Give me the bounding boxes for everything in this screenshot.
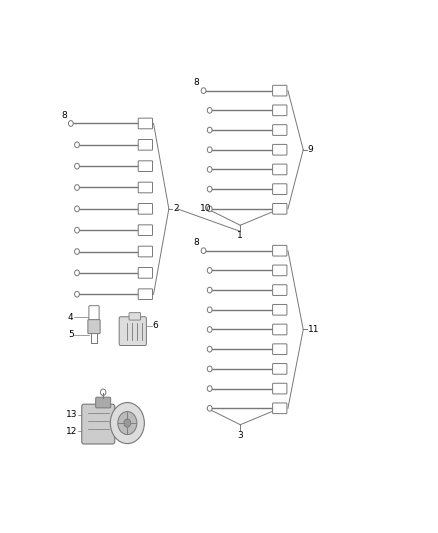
Circle shape	[207, 287, 212, 293]
Circle shape	[74, 249, 79, 254]
Text: 9: 9	[307, 145, 313, 154]
FancyBboxPatch shape	[138, 225, 152, 236]
FancyBboxPatch shape	[138, 268, 152, 278]
FancyBboxPatch shape	[88, 320, 100, 334]
FancyBboxPatch shape	[272, 144, 286, 155]
Circle shape	[207, 108, 212, 113]
FancyBboxPatch shape	[95, 397, 110, 408]
Circle shape	[207, 206, 212, 212]
FancyBboxPatch shape	[272, 164, 286, 175]
FancyBboxPatch shape	[272, 364, 286, 374]
Circle shape	[207, 166, 212, 172]
FancyBboxPatch shape	[138, 182, 152, 193]
Circle shape	[74, 270, 79, 276]
Text: 10: 10	[199, 204, 211, 213]
FancyBboxPatch shape	[272, 85, 286, 96]
FancyBboxPatch shape	[272, 105, 286, 116]
Circle shape	[207, 386, 212, 391]
Text: 8: 8	[61, 111, 67, 120]
FancyBboxPatch shape	[138, 118, 152, 129]
Circle shape	[207, 127, 212, 133]
Circle shape	[100, 389, 106, 395]
FancyBboxPatch shape	[272, 184, 286, 195]
Circle shape	[74, 206, 79, 212]
Circle shape	[207, 366, 212, 372]
Text: 8: 8	[193, 78, 199, 87]
Text: 6: 6	[152, 321, 158, 330]
Circle shape	[74, 163, 79, 169]
Circle shape	[68, 120, 73, 126]
FancyBboxPatch shape	[119, 317, 146, 345]
Text: 3: 3	[237, 431, 243, 440]
FancyBboxPatch shape	[138, 161, 152, 172]
Text: 4: 4	[68, 313, 74, 322]
Text: 11: 11	[307, 325, 318, 334]
Circle shape	[207, 186, 212, 192]
FancyBboxPatch shape	[272, 344, 286, 354]
FancyBboxPatch shape	[272, 403, 286, 414]
FancyBboxPatch shape	[138, 246, 152, 257]
Text: 12: 12	[65, 427, 77, 436]
Circle shape	[201, 248, 205, 254]
Circle shape	[207, 327, 212, 333]
Circle shape	[74, 227, 79, 233]
FancyBboxPatch shape	[272, 383, 286, 394]
Text: 13: 13	[65, 410, 77, 419]
Text: 2: 2	[173, 204, 179, 213]
Circle shape	[207, 268, 212, 273]
FancyBboxPatch shape	[88, 306, 99, 328]
FancyBboxPatch shape	[272, 304, 286, 315]
Circle shape	[124, 419, 131, 427]
Circle shape	[74, 292, 79, 297]
FancyBboxPatch shape	[129, 313, 140, 320]
Circle shape	[207, 147, 212, 152]
Circle shape	[207, 406, 212, 411]
Circle shape	[110, 402, 144, 443]
Circle shape	[207, 346, 212, 352]
FancyBboxPatch shape	[272, 324, 286, 335]
Circle shape	[207, 307, 212, 313]
FancyBboxPatch shape	[138, 140, 152, 150]
FancyBboxPatch shape	[272, 285, 286, 295]
FancyBboxPatch shape	[272, 125, 286, 135]
Circle shape	[117, 411, 137, 434]
Text: 1: 1	[237, 231, 243, 240]
FancyBboxPatch shape	[138, 289, 152, 300]
Circle shape	[74, 142, 79, 148]
FancyBboxPatch shape	[272, 204, 286, 214]
FancyBboxPatch shape	[138, 204, 152, 214]
FancyBboxPatch shape	[272, 245, 286, 256]
Circle shape	[74, 184, 79, 190]
FancyBboxPatch shape	[81, 404, 114, 444]
FancyBboxPatch shape	[272, 265, 286, 276]
Text: 5: 5	[68, 330, 74, 340]
Circle shape	[201, 88, 205, 93]
Text: 8: 8	[193, 238, 199, 247]
